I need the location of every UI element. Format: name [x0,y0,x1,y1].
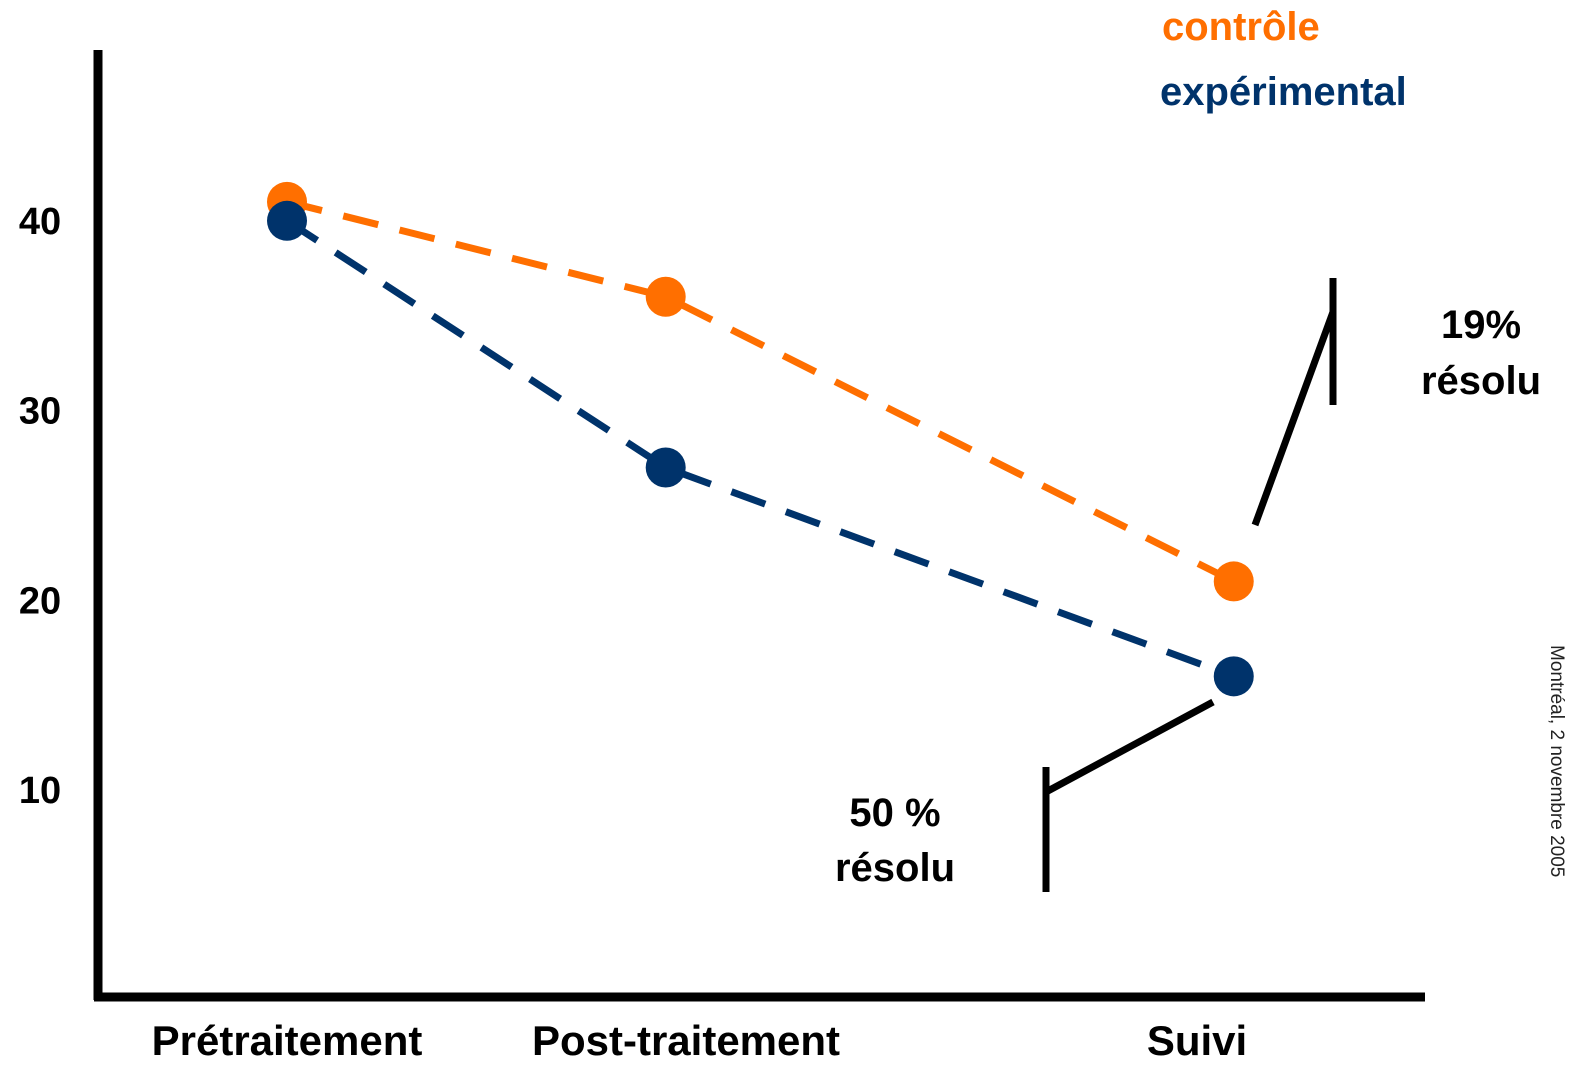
data-point-controle-1 [645,276,686,317]
y-tick-label: 40 [19,201,61,243]
annotation-leader [1044,698,1215,796]
annotation-leader [1251,310,1337,527]
annotation-experimental: 50 % résolu [835,698,1215,892]
series-experimental [267,200,1254,697]
y-tick-label: 30 [19,391,61,433]
legend-entry-experimental: expérimental [1160,70,1407,114]
series-line-controle [286,198,1236,585]
data-point-experimental-1 [645,447,686,488]
legend: contrôle expérimental [1160,5,1407,114]
annotation-label: résolu [835,846,955,890]
x-tick-label: Prétraitement [152,1017,423,1064]
data-point-experimental-2 [1213,656,1254,697]
footer-text: Montréal, 2 novembre 2005 [1546,645,1567,877]
y-tick-label: 20 [19,580,61,622]
annotation-label: 50 % [849,791,940,835]
data-point-experimental-0 [267,200,307,241]
annotation-label: 19% [1441,303,1521,347]
data-point-controle-2 [1213,561,1254,602]
x-tick-label: Suivi [1147,1017,1247,1064]
x-category-labels: Prétraitement Post-traitement Suivi [152,1017,1248,1064]
series-line-experimental [285,217,1235,680]
annotation-controle: 19% résolu [1251,278,1541,527]
y-tick-label: 10 [19,770,61,812]
annotation-label: résolu [1421,359,1541,403]
y-tick-labels: 10 20 30 40 [19,201,61,812]
series-layer [267,181,1254,697]
series-controle [267,181,1254,602]
legend-entry-controle: contrôle [1162,5,1320,49]
x-tick-label: Post-traitement [532,1017,840,1064]
